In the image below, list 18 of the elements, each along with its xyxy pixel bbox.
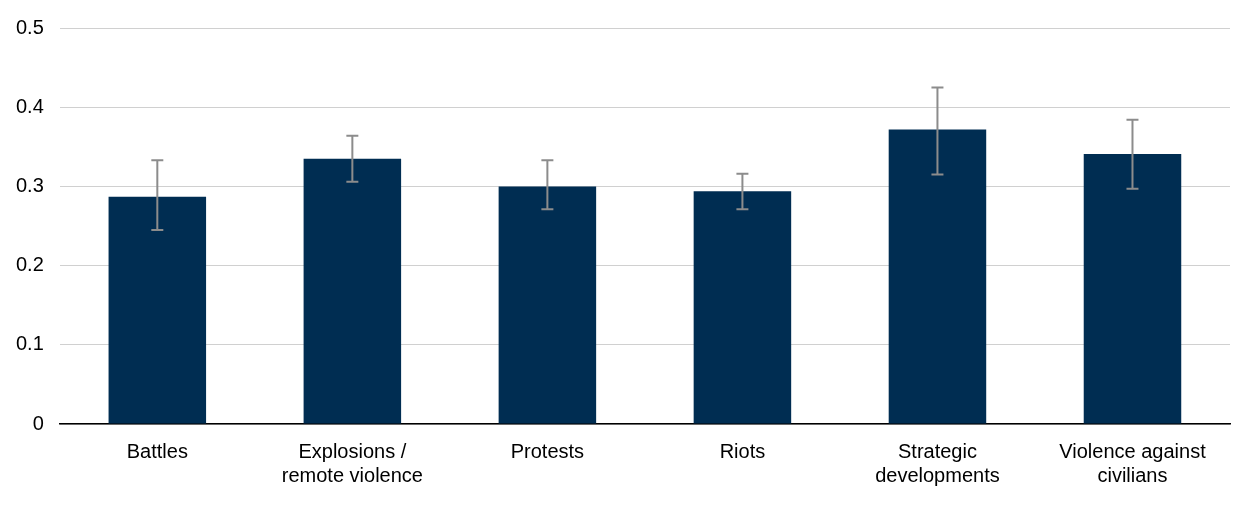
y-tick-label: 0.1 xyxy=(15,332,44,355)
y-tick-label: 0.2 xyxy=(15,253,44,276)
bar xyxy=(693,191,792,424)
x-tick-label: Riots xyxy=(719,439,766,462)
bar xyxy=(108,196,207,424)
x-tick-label: Battles xyxy=(126,439,188,462)
y-tick-label: 0.3 xyxy=(15,173,44,196)
bar xyxy=(303,158,402,424)
x-tick-label: Violence against civilians xyxy=(1059,439,1207,486)
bar xyxy=(1083,153,1182,424)
bar xyxy=(498,186,597,424)
y-tick-label: 0.4 xyxy=(15,94,44,117)
y-tick-label: 0.5 xyxy=(15,15,44,38)
x-tick-label: Protests xyxy=(510,439,585,462)
bar xyxy=(888,129,987,424)
y-tick-label: 0 xyxy=(32,411,44,434)
x-tick-label: Explosions / remote violence xyxy=(281,439,423,486)
x-tick-label: Strategic developments xyxy=(875,439,1000,486)
